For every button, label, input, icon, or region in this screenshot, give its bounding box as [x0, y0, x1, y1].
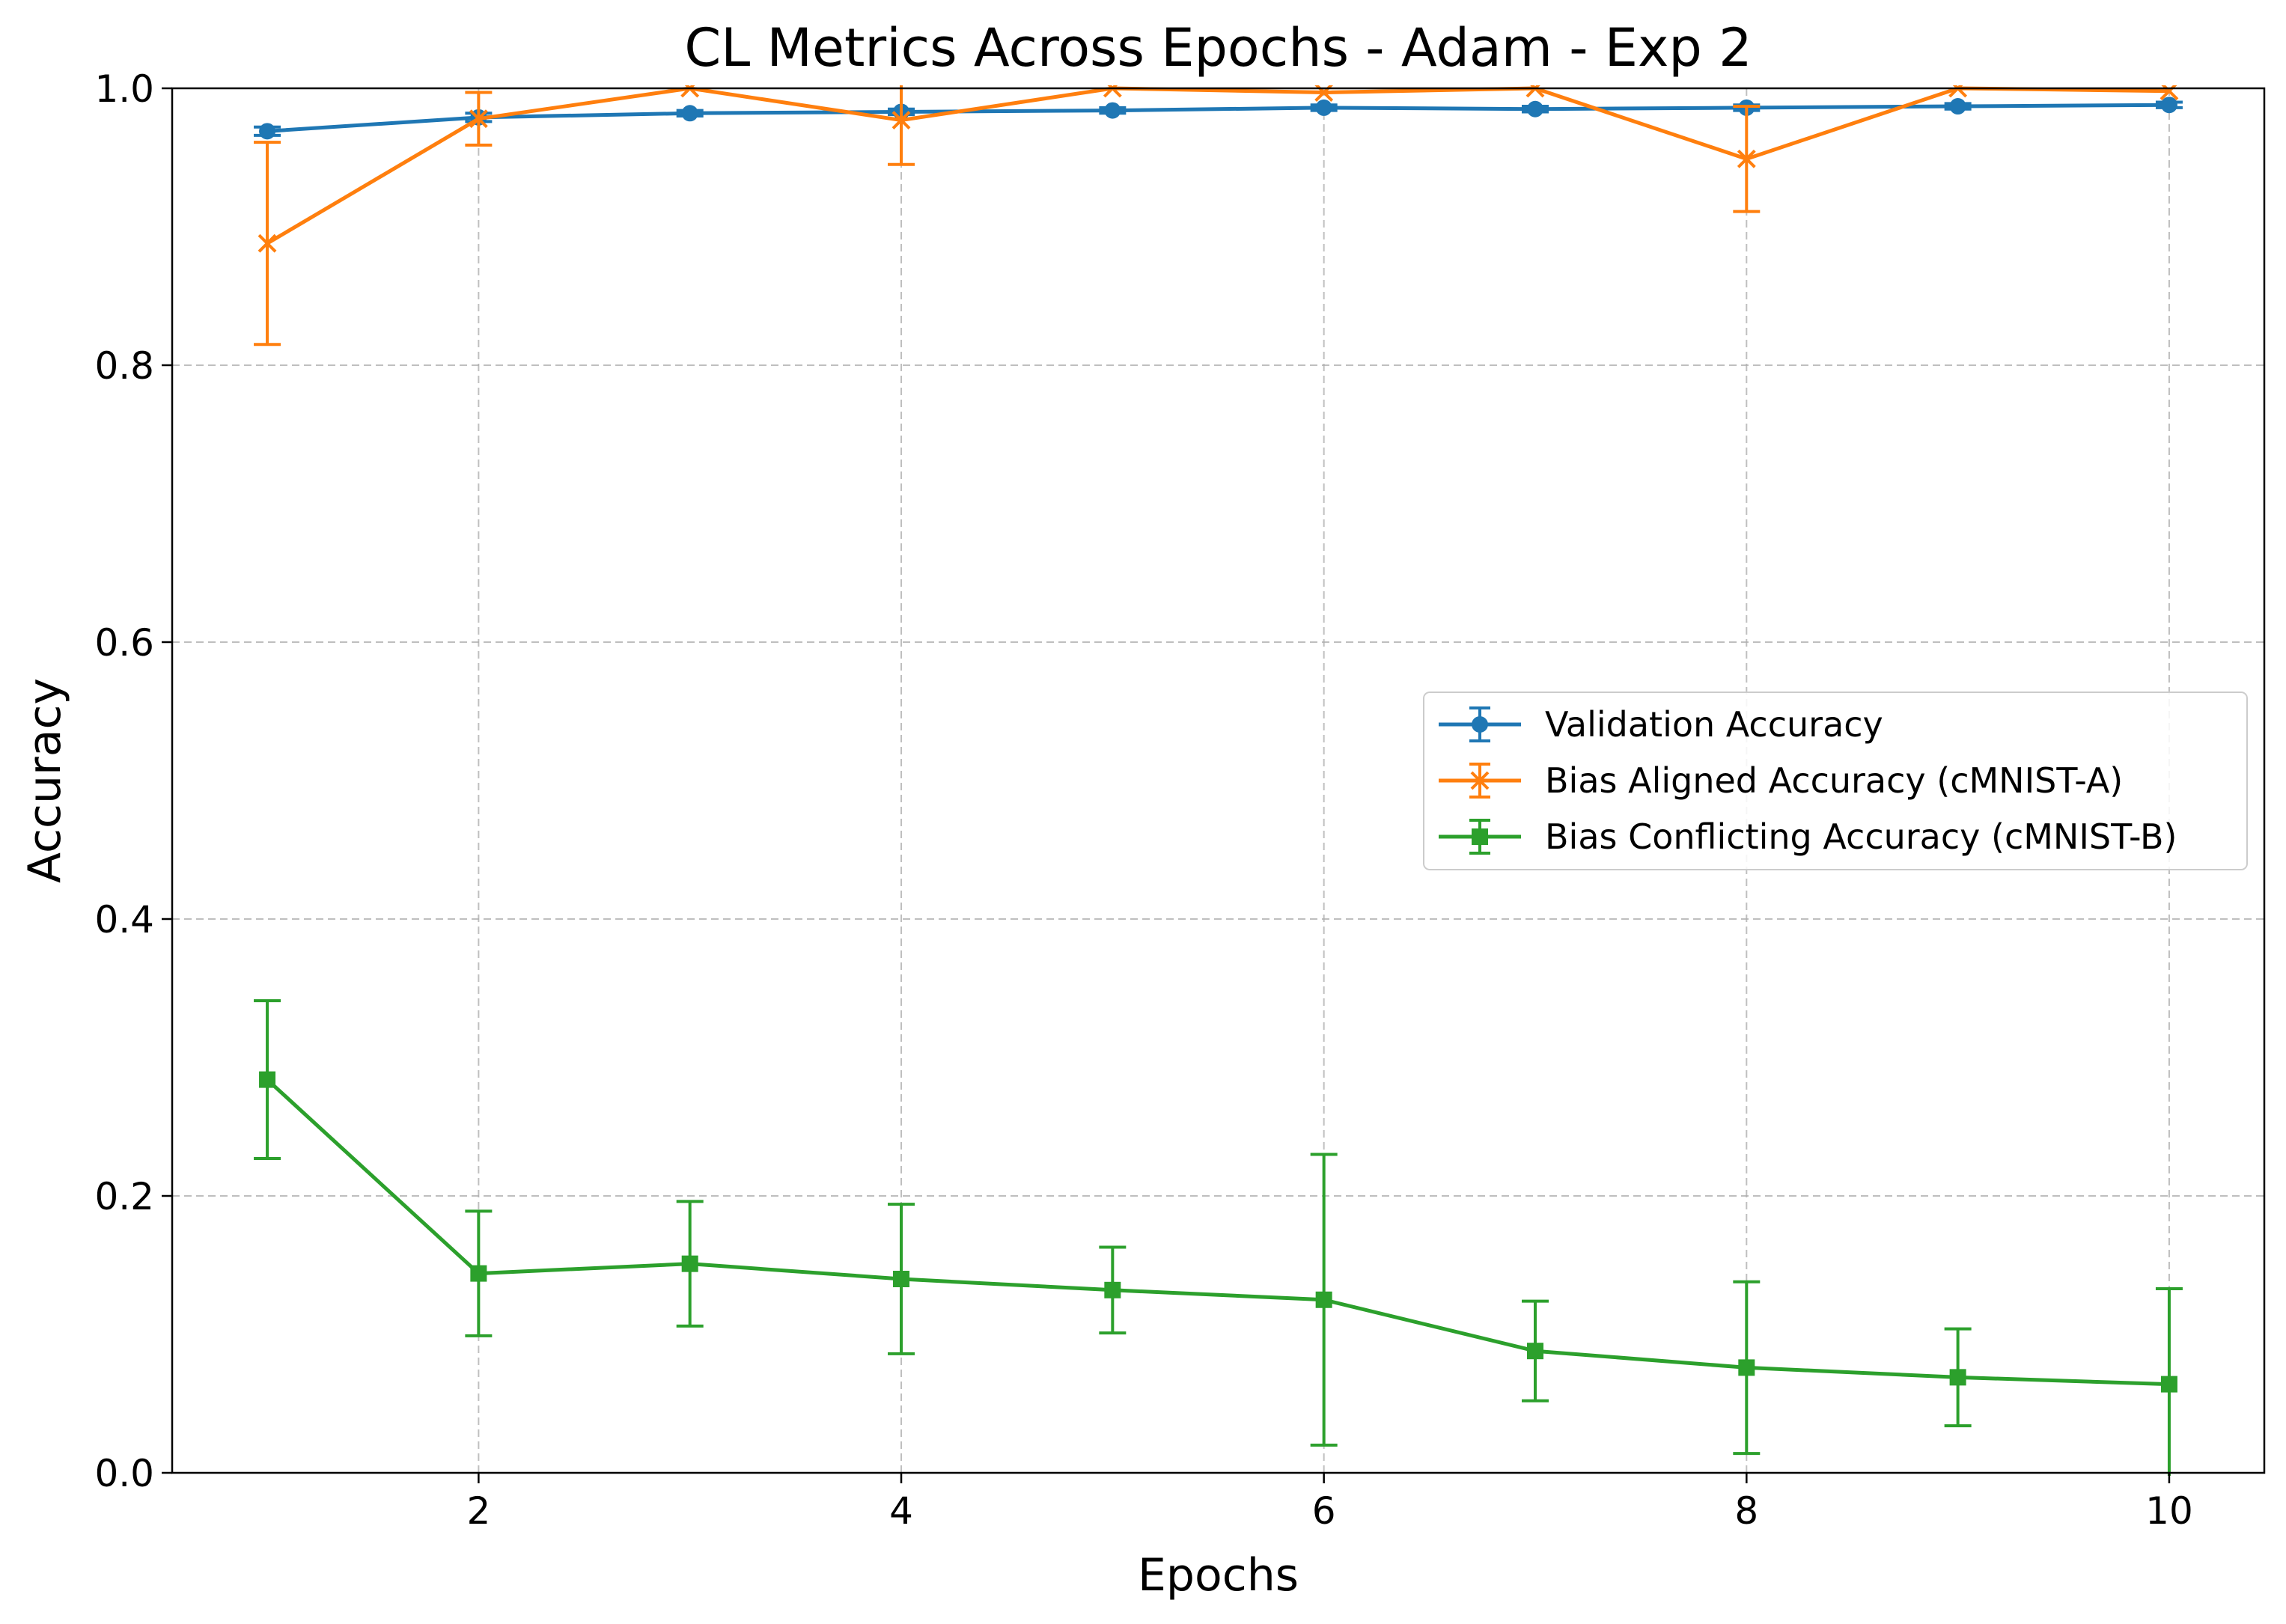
data-point	[470, 1265, 487, 1282]
legend-label: Bias Conflicting Accuracy (cMNIST-B)	[1545, 816, 2177, 857]
legend-box	[1423, 692, 2248, 870]
y-axis-label: Accuracy	[19, 678, 71, 883]
data-point	[1949, 98, 1966, 115]
data-point	[2160, 97, 2177, 114]
legend-marker	[1470, 771, 1490, 790]
y-tick-label: 0.4	[94, 898, 154, 941]
x-tick-label: 10	[2145, 1489, 2193, 1533]
data-point	[257, 233, 277, 253]
data-point	[1737, 149, 1756, 168]
x-tick-label: 8	[1734, 1489, 1758, 1533]
data-point	[1314, 85, 1334, 102]
data-point	[1949, 1369, 1966, 1386]
series-line	[266, 86, 2169, 245]
data-point	[259, 123, 276, 140]
x-tick-label: 4	[889, 1489, 913, 1533]
data-point	[1315, 99, 1332, 116]
data-point	[469, 109, 488, 129]
x-axis-label: Epochs	[1138, 1549, 1299, 1602]
legend: Validation Accuracy Bias Aligned Accuracy…	[1423, 692, 2248, 870]
legend-label: Bias Aligned Accuracy (cMNIST-A)	[1545, 760, 2123, 801]
data-point	[2160, 1376, 2177, 1393]
series-line	[266, 103, 2169, 133]
x-tick-label: 2	[466, 1489, 490, 1533]
y-tick-label: 0.8	[94, 344, 154, 388]
data-point	[259, 1071, 276, 1088]
y-tick-label: 0.2	[94, 1175, 154, 1218]
axis-ticks: 2 4 6 8 10 0.0 0.2 0.4 0.6 0.8 1.0	[94, 67, 2192, 1533]
legend-label: Validation Accuracy	[1545, 704, 1883, 745]
series-line	[266, 1078, 2170, 1387]
data-point	[681, 1255, 698, 1272]
series-layer	[254, 85, 2183, 1476]
y-tick-label: 0.6	[94, 621, 154, 665]
data-point	[893, 1271, 910, 1287]
data-point	[1526, 1343, 1543, 1360]
series-1	[254, 85, 2179, 347]
legend-marker	[1472, 828, 1488, 845]
x-tick-label: 6	[1312, 1489, 1336, 1533]
grid-lines	[172, 88, 2264, 1474]
plot-frame	[171, 87, 2266, 1474]
data-point	[1526, 100, 1543, 117]
data-point	[1104, 1281, 1121, 1298]
data-point	[2159, 85, 2179, 101]
series-2	[254, 999, 2183, 1476]
chart-title: CL Metrics Across Epochs - Adam - Exp 2	[684, 17, 1752, 79]
data-point	[1104, 102, 1121, 119]
data-point	[681, 105, 698, 122]
data-point	[1315, 1291, 1332, 1308]
data-point	[891, 111, 911, 129]
y-tick-label: 1.0	[94, 67, 154, 111]
legend-marker	[1472, 716, 1488, 733]
y-tick-label: 0.0	[94, 1452, 154, 1495]
data-point	[1738, 1359, 1755, 1376]
